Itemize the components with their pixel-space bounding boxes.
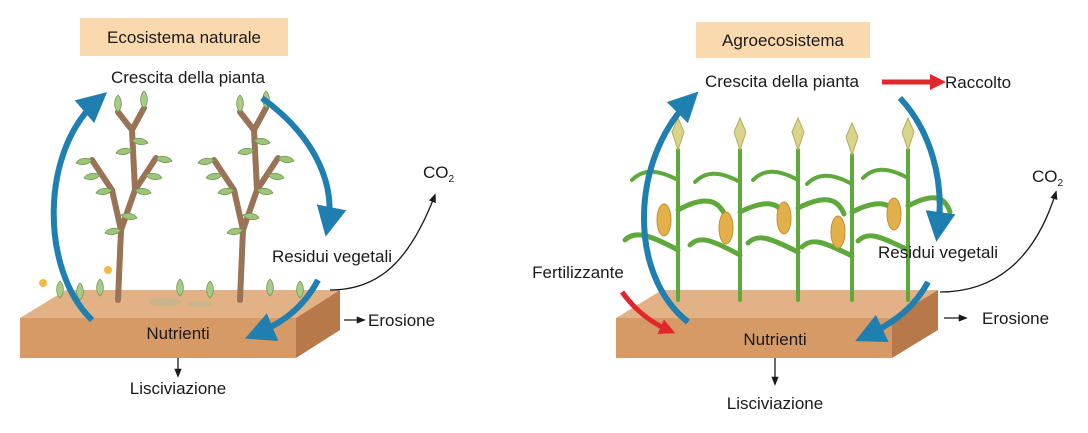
natural-leaching-label: Lisciviazione — [130, 379, 226, 398]
natural-co2-label: CO2 — [423, 163, 455, 185]
corn-plant — [799, 121, 901, 302]
agro-title: Agroecosistema — [722, 31, 844, 50]
natural-growth-label: Crescita della pianta — [111, 68, 266, 87]
natural-decomposition-arrow — [244, 278, 321, 341]
natural-ground-litter — [39, 266, 304, 307]
corn-plant — [622, 116, 728, 302]
corn-plant — [855, 116, 953, 302]
natural-tree-right — [197, 90, 295, 303]
agro-co2-label: CO2 — [1032, 167, 1064, 189]
agro-fertilizer-label: Fertilizzante — [532, 263, 624, 282]
corn-plant — [745, 116, 847, 302]
natural-title-box — [80, 18, 288, 56]
natural-soil-slab — [20, 290, 340, 358]
natural-tree-left — [75, 90, 173, 303]
natural-residues-label: Residui vegetali — [272, 247, 392, 266]
agro-uptake-arrow — [641, 91, 699, 325]
agro-nutrients-label: Nutrienti — [743, 330, 806, 349]
agro-residues-label: Residui vegetali — [878, 243, 998, 262]
agro-title-box — [696, 22, 870, 58]
natural-co2-arrow — [329, 193, 436, 291]
natural-ecosystem-panel: Ecosistema naturale Crescita della piant… — [20, 18, 455, 398]
agro-growth-label: Crescita della pianta — [705, 72, 860, 91]
agro-fertilizer-arrow — [619, 290, 676, 335]
agro-co2-arrow — [939, 190, 1058, 293]
natural-litter-arrow — [260, 95, 347, 237]
agro-leaching-label: Lisciviazione — [727, 394, 823, 413]
natural-title: Ecosistema naturale — [107, 28, 261, 47]
corn-plant — [687, 116, 789, 302]
natural-nutrients-label: Nutrienti — [146, 324, 209, 343]
agro-erosion-label: Erosione — [982, 309, 1049, 328]
agro-decomposition-arrow — [855, 280, 931, 342]
natural-uptake-arrow — [50, 92, 108, 323]
agro-litter-arrow — [897, 95, 956, 242]
agro-harvest-label: Raccolto — [945, 73, 1011, 92]
agroecosystem-panel: Agroecosistema Crescita della pianta Rac… — [532, 22, 1064, 413]
agro-corn-row — [622, 116, 953, 302]
natural-erosion-label: Erosione — [368, 311, 435, 330]
